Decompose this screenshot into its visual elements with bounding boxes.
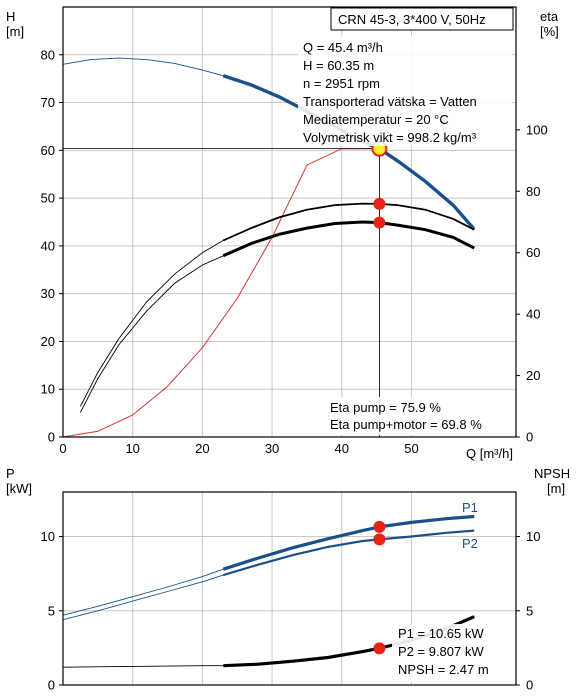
y-right-label-top-line1: eta [540, 9, 559, 24]
y-left-label-bottom-line2: [kW] [6, 481, 32, 496]
p2-point [373, 533, 386, 546]
info-liquid: Transporterad vätska = Vatten [303, 94, 477, 109]
x-tick-30: 30 [265, 441, 279, 456]
p2-curve-full [62, 530, 475, 621]
chart-title: CRN 45-3, 3*400 V, 50Hz [338, 12, 486, 27]
y-left-tick-bottom-5: 5 [48, 603, 55, 618]
info-speed: n = 2951 rpm [303, 76, 380, 91]
p1-curve-operating [222, 514, 475, 571]
top-left-ticks: 0 10 20 30 40 50 60 70 80 [41, 47, 63, 445]
npsh-point [373, 642, 386, 655]
y-left-tick-80: 80 [41, 47, 55, 62]
p2-curve-label: P2 [462, 536, 478, 551]
chart-title-box [330, 7, 514, 31]
info-temperature: Mediatemperatur = 20 °C [303, 112, 449, 127]
y-right-label-bottom-line2: [m] [547, 481, 565, 496]
info-flow: Q = 45.4 m³/h [303, 40, 383, 55]
y-right-tick-80: 80 [526, 184, 540, 199]
p2-curve-operating [222, 529, 475, 577]
p1-point [373, 520, 386, 533]
y-right-tick-40: 40 [526, 307, 540, 322]
y-right-tick-bottom-0: 0 [526, 678, 533, 693]
bottom-plot-frame [62, 491, 517, 686]
x-tick-10: 10 [125, 441, 139, 456]
y-right-tick-60: 60 [526, 245, 540, 260]
x-tick-20: 20 [195, 441, 209, 456]
y-right-tick-bottom-5: 5 [526, 603, 533, 618]
system-curve-line [62, 148, 380, 438]
eta-total-curve-full [79, 221, 475, 413]
info-head: H = 60.35 m [303, 58, 374, 73]
y-right-label-top-line2: [%] [540, 24, 559, 39]
bottom-curves [62, 514, 475, 668]
eta-total-curve-operating [222, 220, 475, 258]
x-tick-40: 40 [335, 441, 349, 456]
y-right-tick-bottom-10: 10 [526, 529, 540, 544]
y-right-label-bottom-line1: NPSH [534, 466, 570, 481]
y-left-tick-10: 10 [41, 382, 55, 397]
eta-total-label: Eta pump+motor = 69.8 % [330, 417, 482, 432]
y-left-label-top-line1: H [6, 9, 15, 24]
top-right-ticks: 0 20 40 60 80 100 [516, 122, 548, 445]
p1-curve-label: P1 [462, 500, 478, 515]
eta-pump-point [373, 197, 386, 210]
p1-curve-full [62, 516, 475, 616]
bottom-left-ticks: 0 5 10 [41, 529, 63, 693]
bottom-operating-points [373, 520, 386, 655]
y-left-tick-bottom-0: 0 [48, 678, 55, 693]
system-curve [62, 148, 380, 438]
npsh-value-label: NPSH = 2.47 m [398, 662, 489, 677]
bottom-right-ticks: 0 5 10 [516, 529, 540, 693]
y-right-tick-0: 0 [526, 430, 533, 445]
y-left-label-bottom-line1: P [6, 466, 15, 481]
y-left-tick-30: 30 [41, 286, 55, 301]
eta-total-point [373, 216, 386, 229]
eta-pump-curve-operating [222, 202, 475, 242]
x-tick-0: 0 [59, 441, 66, 456]
y-left-tick-50: 50 [41, 191, 55, 206]
eta-pump-label: Eta pump = 75.9 % [330, 400, 441, 415]
top-plot-frame [62, 6, 517, 438]
eta-label-box [326, 397, 511, 435]
y-left-tick-40: 40 [41, 238, 55, 253]
y-left-tick-20: 20 [41, 334, 55, 349]
y-left-tick-bottom-10: 10 [41, 529, 55, 544]
y-left-label-top-line2: [m] [6, 24, 24, 39]
y-left-tick-60: 60 [41, 143, 55, 158]
x-axis-label: Q [m³/h] [466, 446, 513, 461]
y-left-tick-70: 70 [41, 95, 55, 110]
p2-value-label: P2 = 9.807 kW [398, 644, 484, 659]
x-tick-50: 50 [404, 441, 418, 456]
y-right-tick-100: 100 [526, 122, 548, 137]
info-density: Volymetrisk vikt = 998.2 kg/m³ [303, 130, 477, 145]
top-x-ticks: 0 10 20 30 40 50 [59, 441, 418, 456]
operating-lines [63, 148, 380, 437]
power-label-box [392, 624, 510, 682]
y-right-tick-20: 20 [526, 368, 540, 383]
y-left-tick-0: 0 [48, 430, 55, 445]
p1-value-label: P1 = 10.65 kW [398, 626, 484, 641]
info-box [298, 36, 512, 146]
